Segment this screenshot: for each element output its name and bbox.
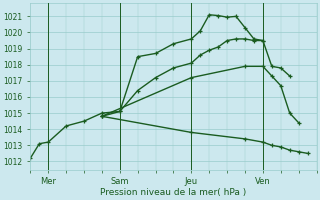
X-axis label: Pression niveau de la mer( hPa ): Pression niveau de la mer( hPa )	[100, 188, 247, 197]
